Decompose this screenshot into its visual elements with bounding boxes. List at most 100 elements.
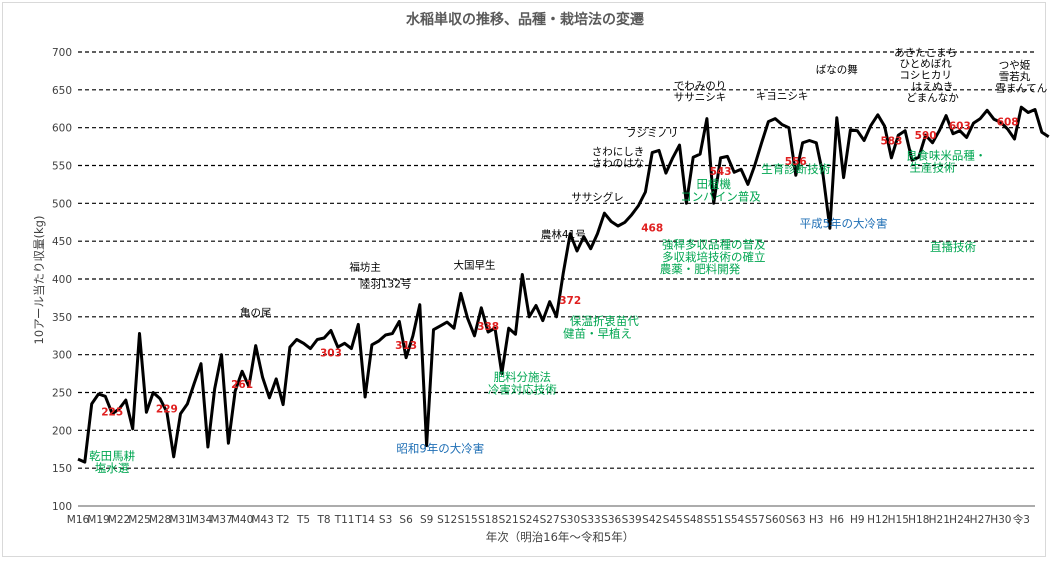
x-tick-label: M25 [128,514,150,526]
x-tick-label: H21 [929,514,950,526]
x-tick-label: 令3 [1013,513,1030,526]
value-label: 229 [156,403,178,415]
y-tick-label: 350 [52,312,72,324]
x-tick-label: M19 [87,514,109,526]
technique-label: 乾田馬耕 [89,449,135,463]
technique-label: コンバイン普及 [680,189,761,203]
x-tick-label: H9 [850,514,865,526]
x-tick-label: M34 [190,514,213,526]
x-tick-label: S48 [683,514,703,526]
x-tick-label: M16 [67,514,90,526]
y-tick-label: 700 [52,47,72,59]
value-label: 603 [949,120,971,132]
x-tick-label: S60 [765,514,785,526]
x-tick-label: T2 [276,514,290,526]
x-tick-label: S27 [540,514,560,526]
variety-label: さわのはな [592,157,645,169]
y-tick-label: 650 [52,85,72,97]
variety-label: キヨニシキ [756,91,809,103]
y-tick-label: 400 [52,274,72,286]
value-label: 556 [785,156,807,168]
y-tick-label: 500 [52,198,72,210]
y-tick-label: 250 [52,388,72,400]
variety-label: フジミノリ [626,128,679,140]
x-tick-label: T8 [317,514,331,526]
x-tick-label: M22 [108,514,130,526]
variety-label: 福坊主 [349,261,381,274]
x-tick-label: S9 [420,514,433,526]
technique-label: 塩水選 [95,461,130,475]
y-tick-label: 100 [52,501,72,513]
value-label: 590 [915,130,937,142]
technique-label: 強稈多収品種の普及 [662,238,766,252]
value-label: 338 [477,321,499,333]
x-tick-label: S15 [458,514,478,526]
variety-label: さわにしき [592,146,645,158]
x-tick-label: S21 [499,514,519,526]
x-tick-label: H6 [829,514,844,526]
value-label: 372 [559,295,581,307]
technique-label: 生育診断技術 [761,162,830,176]
variety-label: 雪まんてん [995,82,1047,94]
x-tick-label: H12 [867,514,888,526]
x-tick-label: S36 [601,514,621,526]
y-tick-label: 200 [52,425,72,437]
y-axis-tick-labels: 100 150 200 250 300 350 400 450 500 550 600 650 700 [52,47,72,513]
technique-label: 健苗・早植え [563,326,632,340]
x-tick-label: S39 [622,514,642,526]
technique-label: 田植機 [696,177,731,191]
x-tick-label: M37 [210,514,232,526]
variety-label: 陸羽132号 [360,277,412,290]
variety-label: つや姫 [999,59,1031,72]
x-tick-label: S24 [519,514,539,526]
value-label: 543 [710,166,732,178]
technique-label: 多収栽培技術の確立 [662,250,766,264]
x-tick-label: M40 [231,514,253,526]
value-label: 313 [395,340,417,352]
x-tick-label: T11 [334,514,355,526]
variety-label: ササシグレ [571,190,624,203]
x-tick-label: S51 [704,514,724,526]
x-tick-label: S3 [379,514,392,526]
y-tick-label: 600 [52,123,72,135]
x-tick-label: S33 [581,514,601,526]
technique-label: 良食味米品種・ [906,148,987,162]
value-label: 225 [101,406,123,418]
value-label: 608 [997,117,1019,129]
chart-title: 水稲単収の推移、品種・栽培法の変遷 [406,11,644,28]
y-tick-label: 450 [52,236,72,248]
event-label: 昭和9年の大冷害 [396,441,484,455]
variety-label: 大国早生 [453,258,495,271]
event-label: 平成5年の大冷害 [800,217,888,231]
variety-label: あきたこまち [894,47,957,59]
x-tick-label: H18 [908,514,929,526]
x-tick-label: T5 [296,514,310,526]
variety-label: どまんなか [906,92,959,104]
value-label: 303 [320,347,342,359]
x-tick-label: H27 [970,514,991,526]
variety-label: ばなの舞 [816,64,858,76]
value-labels: 225 229 261 303 313 338 372 468 543 556 583 590 603 6… [101,117,1018,419]
gridlines [78,51,1035,507]
x-tick-label: S54 [724,514,744,526]
technique-label: 肥料分施法 [494,370,552,384]
x-tick-label: S12 [437,514,457,526]
variety-label: 農林41号 [541,228,586,241]
y-tick-label: 550 [52,161,72,173]
x-tick-label: T14 [354,514,375,526]
y-tick-label: 150 [52,463,72,475]
technique-label: 生産技術 [909,161,955,175]
variety-label: ササニシキ [674,91,727,103]
variety-label: コシヒカリ [899,69,952,81]
value-label: 261 [231,379,253,391]
value-label: 583 [880,136,902,148]
variety-label: でわみのり [674,80,727,92]
x-axis-title: 年次（明治16年～令和5年） [486,530,634,544]
variety-label: ひとめぼれ [900,58,953,70]
value-label: 468 [641,223,663,235]
x-tick-label: H24 [949,514,971,526]
